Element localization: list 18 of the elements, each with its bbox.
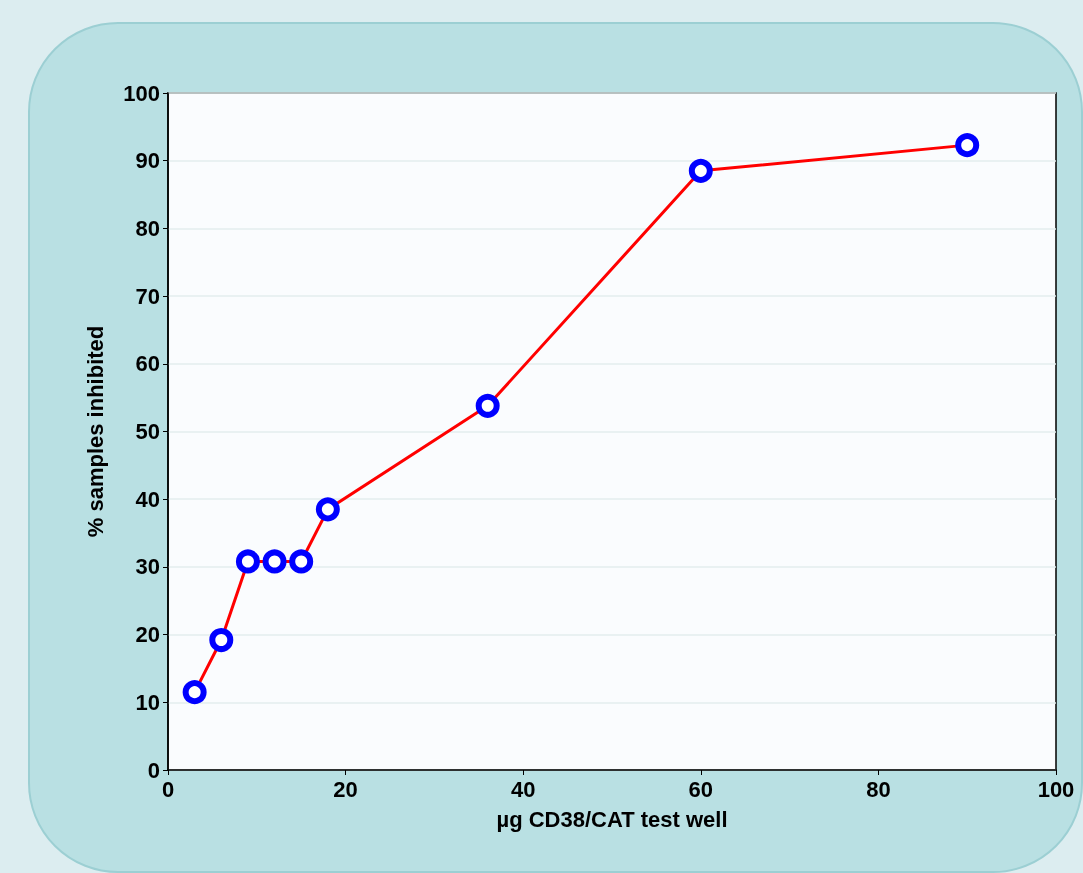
x-tick-label: 40 <box>510 776 536 802</box>
x-tick-label: 80 <box>866 776 891 802</box>
y-tick-label: 40 <box>135 486 160 512</box>
x-tick-label: 20 <box>333 776 358 802</box>
y-tick-label: 50 <box>135 419 160 444</box>
y-tick-label: 70 <box>135 283 160 309</box>
y-tick-label: 100 <box>123 80 160 106</box>
x-axis-title: µg CD38/CAT test well <box>496 806 728 832</box>
y-tick-label: 30 <box>135 554 160 580</box>
y-tick-label: 0 <box>147 757 160 783</box>
y-axis-title: % samples inhibited <box>82 325 108 538</box>
x-tick-label: 60 <box>688 776 714 802</box>
y-tick-label: 80 <box>135 215 160 241</box>
x-tick-label: 100 <box>1037 776 1075 802</box>
y-tick-label: 20 <box>135 622 160 648</box>
y-tick-label: 90 <box>135 148 160 174</box>
y-tick-label: 60 <box>135 351 160 377</box>
y-tick-label: 10 <box>135 689 160 715</box>
